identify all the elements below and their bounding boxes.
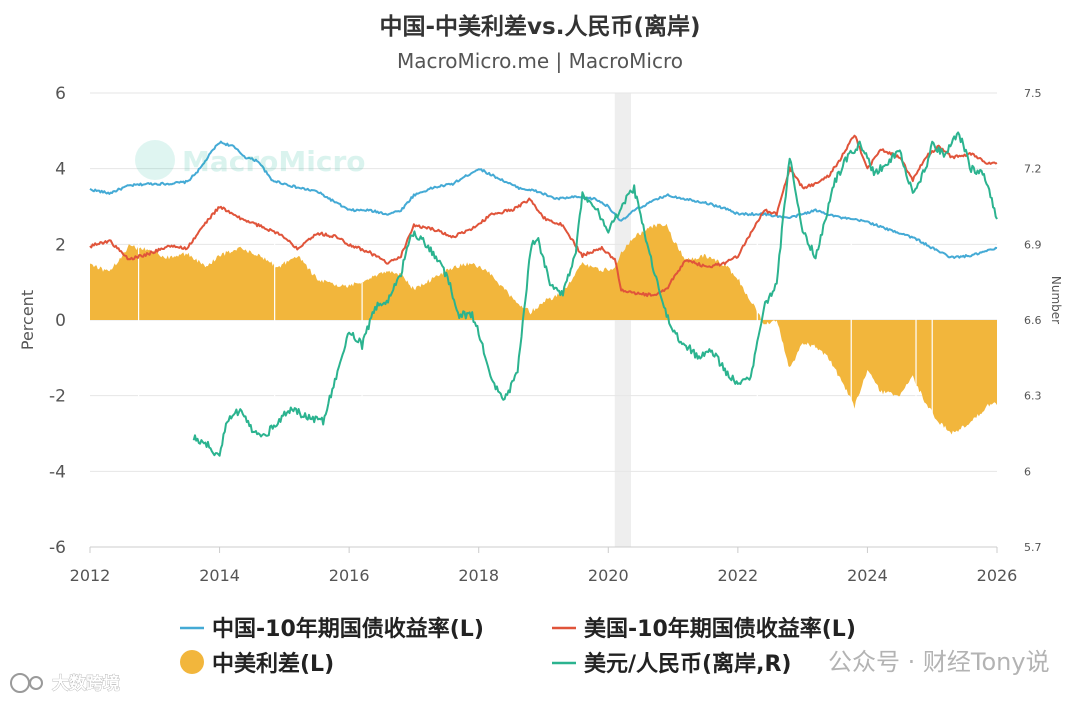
legend-item-cn10y[interactable]: 中国-10年期国债收益率(L) <box>180 616 484 642</box>
legend: 中国-10年期国债收益率(L) 美国-10年期国债收益率(L) 中美利差(L) … <box>180 616 856 677</box>
x-tick-label: 2020 <box>588 566 629 585</box>
legend-item-usdcnh[interactable]: 美元/人民币(离岸,R) <box>552 651 791 677</box>
series-line-cn10y <box>89 140 998 259</box>
y-right-tick-label: 6.9 <box>1024 238 1042 251</box>
y-left-tick-label: 0 <box>55 311 66 331</box>
watermark-logo-icon-2 <box>29 676 43 690</box>
series-area-spread <box>90 223 997 435</box>
y-right-tick-label: 6.3 <box>1024 390 1042 403</box>
wechat-watermark-text: 公众号 · 财经Tony说 <box>828 648 1050 676</box>
legend-label-spread: 中美利差(L) <box>212 651 334 677</box>
y-left-tick-label: 4 <box>55 160 66 180</box>
legend-item-spread[interactable]: 中美利差(L) <box>180 650 334 677</box>
legend-label-cn10y: 中国-10年期国债收益率(L) <box>212 616 484 642</box>
x-tick-label: 2024 <box>847 566 888 585</box>
x-tick-label: 2016 <box>329 566 370 585</box>
x-tick-label: 2018 <box>458 566 499 585</box>
chart-subtitle: MacroMicro.me | MacroMicro <box>397 49 683 73</box>
bottom-left-watermark: 大数跨境 <box>10 673 120 694</box>
bottom-left-watermark-text: 大数跨境 <box>52 673 120 694</box>
y-left-axis-title: Percent <box>18 290 37 350</box>
macromicro-logo-icon <box>135 140 175 180</box>
y-left-tick-label: -6 <box>49 538 66 558</box>
x-tick-label: 2014 <box>199 566 240 585</box>
x-tick-label: 2012 <box>70 566 111 585</box>
chart-title: 中国-中美利差vs.人民币(离岸) <box>380 13 701 40</box>
y-right-tick-label: 7.5 <box>1024 87 1042 100</box>
y-right-axis-title: Number <box>1049 276 1063 324</box>
y-left-tick-label: 6 <box>55 84 66 104</box>
y-left-tick-label: -4 <box>49 462 66 482</box>
y-left-tick-label: 2 <box>55 235 66 255</box>
legend-label-us10y: 美国-10年期国债收益率(L) <box>584 616 856 642</box>
legend-label-usdcnh: 美元/人民币(离岸,R) <box>584 651 791 677</box>
watermark-logo-icon <box>10 673 30 693</box>
x-tick-label: 2026 <box>977 566 1018 585</box>
series-line-usdcnh <box>192 131 998 457</box>
plot-area: 6 4 2 0 -2 -4 -6 7.5 7.2 6.9 6.6 6.3 6 5.7 2012 2014 201… <box>18 84 1063 585</box>
x-tick-label: 2022 <box>717 566 758 585</box>
macromicro-watermark: MacroMicro <box>135 140 366 180</box>
y-right-tick-label: 7.2 <box>1024 163 1042 176</box>
series-line-us10y <box>89 134 998 298</box>
y-right-tick-label: 5.7 <box>1024 541 1042 554</box>
y-left-tick-label: -2 <box>49 387 66 407</box>
watermark-logo-text: MacroMicro <box>182 145 366 178</box>
y-right-tick-label: 6 <box>1024 465 1031 478</box>
y-right-tick-label: 6.6 <box>1024 314 1042 327</box>
legend-dot-spread <box>180 650 204 674</box>
legend-item-us10y[interactable]: 美国-10年期国债收益率(L) <box>552 616 856 642</box>
